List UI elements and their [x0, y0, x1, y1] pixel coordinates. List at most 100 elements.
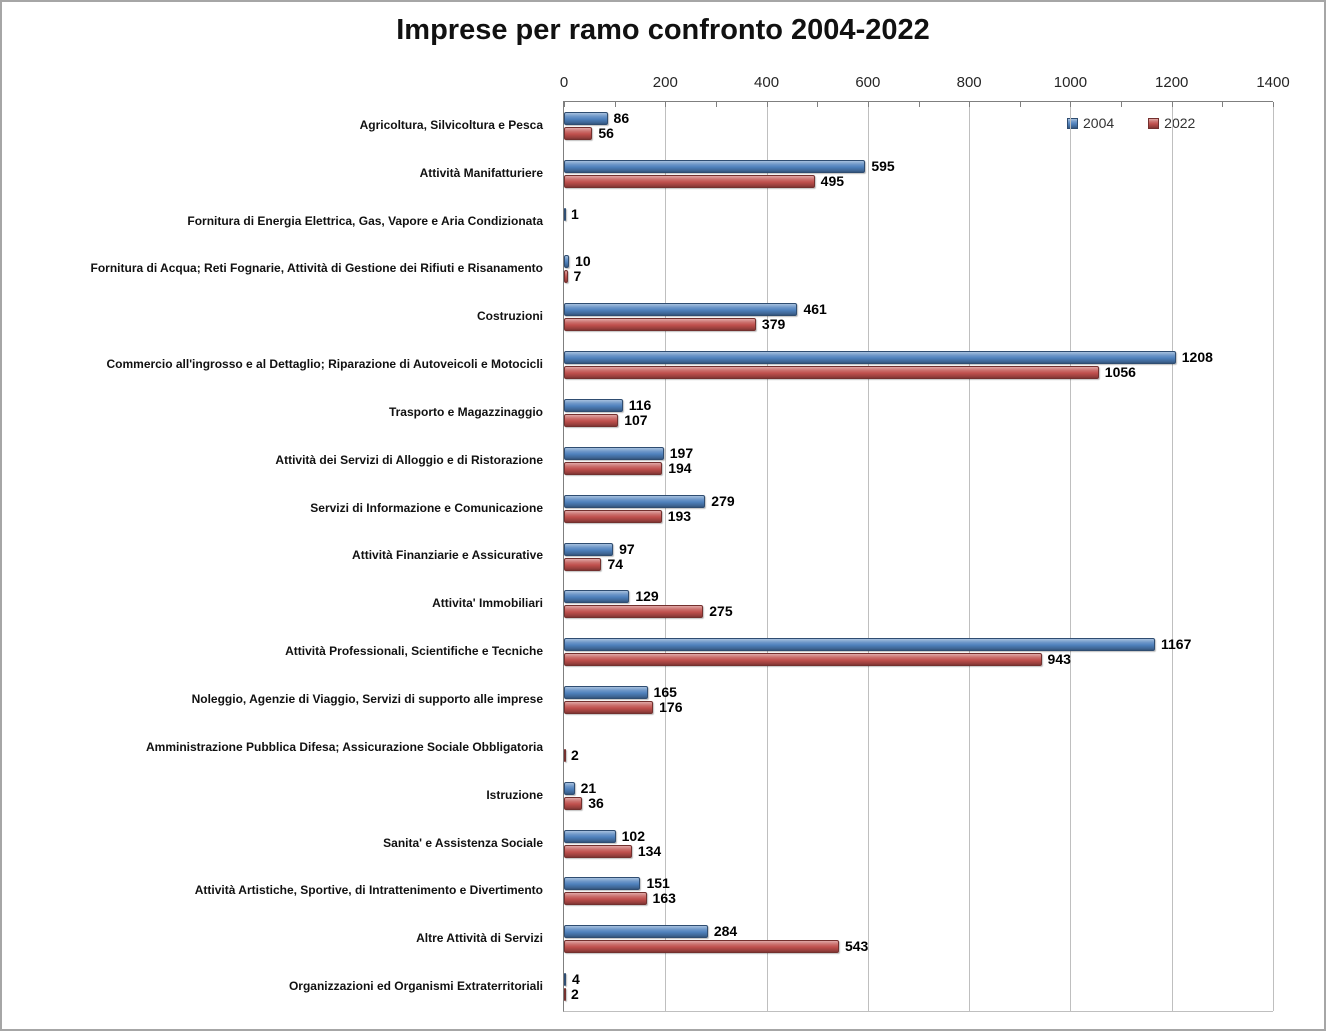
bar-2022 [564, 318, 756, 332]
x-axis-tick-label: 1200 [1155, 74, 1189, 91]
value-label-2022: 74 [607, 555, 624, 572]
category-row: Attività Professionali, Scientifiche e T… [2, 627, 553, 675]
value-label-2004: 10 [575, 253, 591, 270]
gridline [766, 102, 768, 1011]
axis-tick [1171, 102, 1173, 107]
x-axis-tick-label: 200 [652, 74, 678, 91]
axis-tick [817, 102, 819, 107]
bar-2004 [564, 255, 570, 269]
category-label: Trasporto e Magazzinaggio [388, 404, 543, 419]
value-label-2022: 943 [1047, 651, 1071, 668]
axis-tick [1222, 102, 1224, 107]
category-label: Servizi di Informazione e Comunicazione [310, 500, 543, 515]
bar-2004 [564, 925, 708, 939]
category-row: Costruzioni [2, 292, 553, 340]
value-label-2004: 4 [572, 971, 580, 988]
category-row: Organizzazioni ed Organismi Extraterrito… [2, 962, 553, 1010]
legend-item-2004: 2004 [1067, 115, 1114, 131]
bar-2022 [564, 366, 1099, 380]
category-label: Agricoltura, Silvicoltura e Pesca [359, 117, 543, 132]
value-label-2004: 151 [646, 875, 670, 892]
value-label-2022: 36 [588, 794, 604, 811]
axis-tick [766, 102, 768, 107]
category-row: Attività Finanziarie e Assicurative [2, 532, 553, 580]
category-row: Attivita' Immobiliari [2, 579, 553, 627]
bar-2004 [564, 207, 566, 221]
bar-2022 [564, 653, 1042, 667]
legend-label-2004: 2004 [1083, 115, 1115, 131]
bar-2004 [564, 590, 630, 604]
category-label: Istruzione [486, 787, 543, 802]
category-label: Attività dei Servizi di Alloggio e di Ri… [275, 452, 543, 467]
category-row: Commercio all'ingrosso e al Dettaglio; R… [2, 340, 553, 388]
value-label-2022: 194 [668, 459, 692, 476]
value-label-2004: 1 [571, 205, 579, 222]
value-label-2004: 284 [713, 923, 738, 940]
bar-2022 [564, 701, 654, 715]
x-axis-tick-label: 0 [559, 74, 569, 91]
category-row: Attività dei Servizi di Alloggio e di Ri… [2, 436, 553, 484]
plot-area: 2004 2022 0 200 400 600 800 1000 1200 1400 86 56 5… [560, 74, 1290, 1012]
category-label: Attività Finanziarie e Assicurative [352, 548, 543, 563]
bar-2022 [564, 557, 602, 571]
bar-2004 [564, 303, 798, 317]
value-label-2004: 129 [635, 588, 659, 605]
value-label-2022: 107 [624, 411, 648, 428]
value-label-2022: 7 [573, 268, 582, 285]
value-label-2022: 275 [709, 603, 733, 620]
bar-2022 [564, 605, 704, 619]
axis-tick [715, 102, 717, 107]
category-row: Noleggio, Agenzie di Viaggio, Servizi di… [2, 675, 553, 723]
gridline [969, 102, 971, 1011]
value-label-2022: 495 [820, 172, 845, 189]
bar-2022 [564, 892, 647, 906]
value-label-2022: 56 [598, 124, 614, 141]
bar-2022 [564, 844, 632, 858]
category-label: Sanita' e Assistenza Sociale [383, 835, 543, 850]
category-label: Attività Manifatturiere [419, 165, 543, 180]
category-row: Fornitura di Acqua; Reti Fognarie, Attiv… [2, 245, 553, 293]
bar-2022 [564, 940, 839, 954]
value-label-2022: 2 [571, 746, 579, 763]
value-label-2004: 461 [803, 301, 827, 318]
value-label-2004: 279 [711, 492, 735, 509]
category-label: Costruzioni [477, 309, 543, 324]
category-row: Istruzione [2, 771, 553, 819]
value-label-2004: 165 [653, 684, 677, 701]
value-label-2022: 2 [571, 986, 579, 1003]
category-label: Attività Artistiche, Sportive, di Intrat… [194, 883, 543, 898]
bar-2004 [564, 398, 623, 412]
axis-tick [564, 102, 565, 107]
bar-2022 [564, 509, 662, 523]
value-label-2004: 595 [871, 157, 895, 174]
axis-tick [1121, 102, 1123, 107]
bar-2004 [564, 781, 575, 795]
axis-tick [665, 102, 667, 107]
category-axis: Agricoltura, Silvicoltura e Pesca Attivit… [2, 101, 553, 1010]
bar-2004 [564, 877, 641, 891]
x-axis-tick-label: 400 [754, 74, 780, 91]
category-row: Trasporto e Magazzinaggio [2, 388, 553, 436]
value-label-2022: 193 [667, 507, 692, 524]
bar-2022 [564, 988, 566, 1002]
category-row: Sanita' e Assistenza Sociale [2, 819, 553, 867]
bar-2022 [564, 413, 619, 427]
value-label-2004: 1167 [1161, 636, 1192, 653]
legend-swatch-2022-icon [1148, 117, 1160, 129]
category-label: Attività Professionali, Scientifiche e T… [285, 644, 543, 659]
value-label-2004: 21 [580, 779, 597, 796]
x-axis-tick-label: 1400 [1256, 74, 1290, 91]
category-row: Attività Artistiche, Sportive, di Intrat… [2, 866, 553, 914]
x-axis-tick-label: 1000 [1053, 74, 1088, 91]
x-axis-tick-label: 600 [855, 74, 881, 91]
legend-swatch-2004-icon [1067, 117, 1078, 129]
axis-tick [969, 102, 971, 107]
category-label: Attivita' Immobiliari [432, 596, 543, 611]
bar-2004 [564, 111, 608, 125]
bar-2004 [564, 686, 648, 700]
gridline [665, 102, 667, 1011]
category-label: Fornitura di Acqua; Reti Fognarie, Attiv… [90, 261, 544, 276]
value-label-2004: 97 [619, 540, 635, 557]
bar-2004 [564, 638, 1155, 652]
